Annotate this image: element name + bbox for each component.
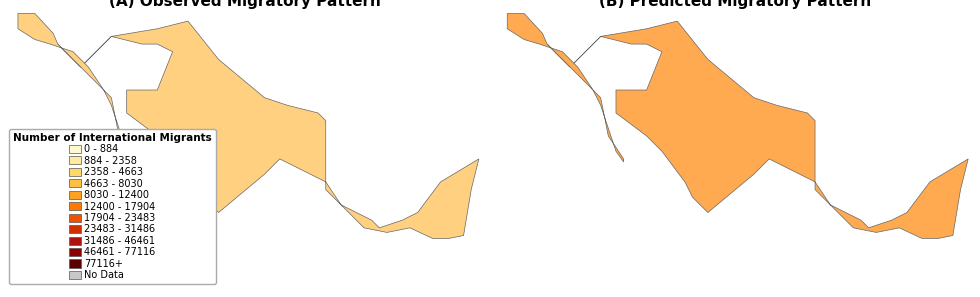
Polygon shape <box>508 13 623 162</box>
Polygon shape <box>58 21 479 238</box>
Title: (A) Observed Migratory Pattern: (A) Observed Migratory Pattern <box>110 0 381 9</box>
Title: (B) Predicted Migratory Pattern: (B) Predicted Migratory Pattern <box>599 0 871 9</box>
Legend: 0 - 884, 884 - 2358, 2358 - 4663, 4663 - 8030, 8030 - 12400, 12400 - 17904, 1790: 0 - 884, 884 - 2358, 2358 - 4663, 4663 -… <box>9 129 216 284</box>
Polygon shape <box>18 13 134 162</box>
Polygon shape <box>547 21 968 238</box>
